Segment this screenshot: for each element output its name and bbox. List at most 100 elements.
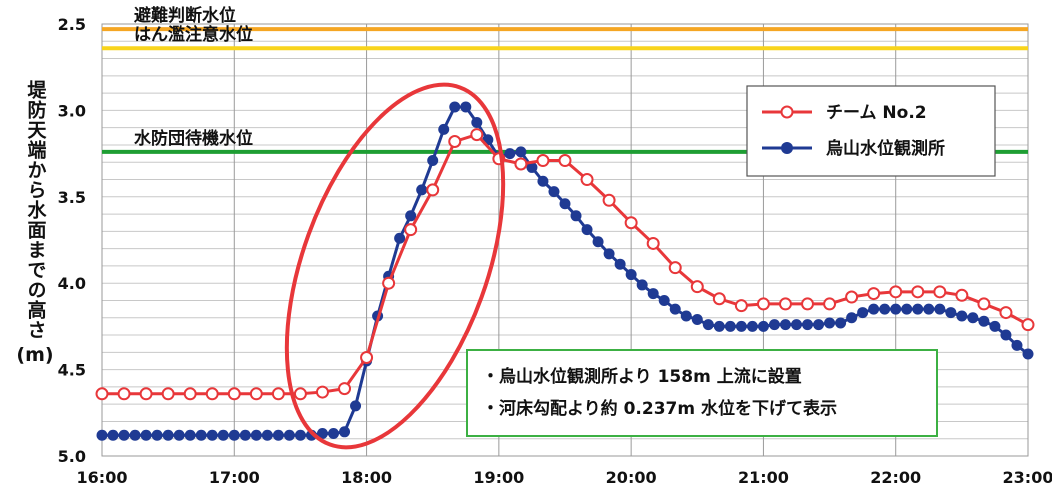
data-point [713,320,725,332]
highlight-ellipse [284,82,506,450]
data-point [470,128,484,142]
data-point [271,387,285,401]
data-point [293,387,307,401]
data-point [1000,329,1012,341]
data-point [934,303,946,315]
data-point [449,101,461,113]
data-point [448,135,462,149]
data-point [1021,318,1035,332]
data-point [603,248,615,260]
data-point [515,146,527,158]
data-point [911,285,925,299]
data-point [261,429,273,441]
data-point [956,310,968,322]
data-point [868,303,880,315]
data-point [504,148,516,160]
data-point [250,429,262,441]
data-point [923,303,935,315]
data-point [294,429,306,441]
reference-line-label: はん濫注意水位 [134,24,253,45]
x-tick-label: 19:00 [473,468,524,487]
data-point [823,297,837,311]
data-point [328,428,339,440]
legend-swatch-marker [780,105,794,119]
data-point [835,317,847,329]
data-point [624,216,638,230]
annotation-line: ・烏山水位観測所より 158m 上流に設置 [482,367,802,387]
data-point [690,280,704,294]
data-point [978,315,990,327]
data-point [890,303,902,315]
data-point [658,294,670,306]
data-point [977,297,991,311]
reference-line-label: 避難判断水位 [134,5,236,26]
data-point [768,319,780,331]
data-point [426,183,440,197]
annotation-box: ・烏山水位観測所より 158m 上流に設置 ・河床勾配より約 0.237m 水位… [466,349,938,437]
data-point [438,123,450,135]
y-axis-title: 堤防天端から水面までの高さ [24,80,47,340]
data-point [228,429,240,441]
data-point [879,303,891,315]
data-point [95,387,109,401]
data-point [912,303,924,315]
data-point [140,429,152,441]
data-point [405,210,417,222]
data-point [955,288,969,302]
data-point [536,154,550,168]
series-layer [95,101,1035,441]
data-point [570,210,582,222]
data-point [791,319,802,331]
x-tick-label: 17:00 [209,468,260,487]
data-point [967,312,979,324]
legend-label: チーム No.2 [826,103,927,123]
data-point [846,312,858,324]
x-tick-label: 20:00 [606,468,657,487]
data-point [734,299,748,313]
data-point [712,292,726,306]
data-point [382,276,396,290]
data-point [350,400,362,412]
data-point [636,279,648,291]
data-point [813,319,825,331]
data-point [151,429,163,441]
legend: チーム No.2 烏山水位観測所 [746,85,996,177]
data-point [96,429,108,441]
series-2 [96,101,1034,441]
data-point [669,303,681,315]
data-point [746,320,758,332]
data-point [779,319,791,331]
data-point [427,155,439,167]
legend-label: 烏山水位観測所 [826,138,945,159]
data-point [580,173,594,187]
x-tick-label: 23:00 [1003,468,1052,487]
data-point [548,186,560,198]
data-point [845,290,859,304]
y-tick-label: 5.0 [58,447,86,466]
legend-swatch-marker [781,142,793,154]
y-axis-title-wrap: 堤防天端から水面までの高さ (m) [16,80,54,366]
axes: 2.5 3.0 3.5 4.0 4.5 5.0 16:00 17:00 18:00 19:00 20… [58,15,1052,487]
data-point [537,175,549,187]
data-point [227,387,241,401]
data-point [161,387,175,401]
y-tick-label: 4.5 [58,361,86,380]
data-point [249,387,263,401]
x-tick-label: 22:00 [870,468,921,487]
data-point [526,161,538,173]
data-point [647,288,659,300]
y-axis-unit: (m) [16,344,54,366]
annotation-line: ・河床勾配より約 0.237m 水位を下げて表示 [482,399,837,419]
data-point [867,287,881,301]
data-point [625,269,637,281]
data-point [129,429,141,441]
x-tick-label: 21:00 [738,468,789,487]
data-point [724,320,736,332]
data-point [339,426,351,438]
data-point [107,429,119,441]
data-point [404,223,418,237]
data-point [117,387,131,401]
data-point [559,198,571,210]
series-1 [95,128,1035,401]
